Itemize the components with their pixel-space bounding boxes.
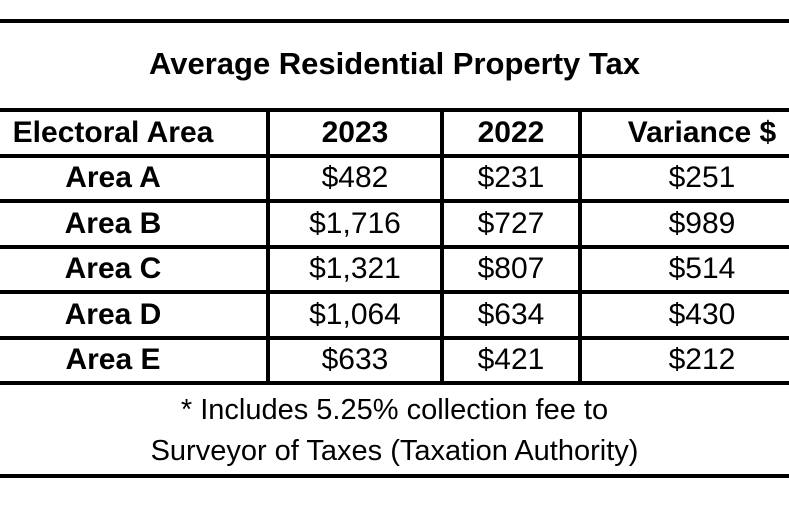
table-cell: $514 (578, 244, 789, 294)
footnote-line-2: Surveyor of Taxes (Taxation Authority) (150, 435, 639, 467)
table-cell: $421 (440, 335, 582, 385)
footnote-line-1: * Includes 5.25% collection fee to (180, 394, 609, 426)
bottom-rule (0, 474, 789, 478)
table-row-area-a: Area A $482 $231 $251 (0, 153, 789, 203)
footnote: * Includes 5.25% collection fee to Surve… (0, 390, 789, 472)
row-label: Area A (0, 153, 270, 203)
table-row-area-b: Area B $1,716 $727 $989 (0, 199, 789, 249)
table-cell: $1,321 (266, 244, 444, 294)
table-row-area-e: Area E $633 $421 $212 (0, 335, 789, 385)
column-header-2023: 2023 (266, 108, 444, 158)
table-cell: $231 (440, 153, 582, 203)
table-cell: $251 (578, 153, 789, 203)
figure-title: Average Residential Property Tax (148, 46, 641, 81)
row-label: Area D (0, 290, 270, 340)
table-row-area-c: Area C $1,321 $807 $514 (0, 244, 789, 294)
column-header-electoral-area: Electoral Area (0, 108, 270, 158)
column-header-2022: 2022 (440, 108, 582, 158)
table-cell: $989 (578, 199, 789, 249)
column-header-variance: Variance $ (578, 108, 789, 158)
table-cell: $807 (440, 244, 582, 294)
header-row: Electoral Area 2023 2022 Variance $ (0, 108, 789, 158)
data-table: Electoral Area 2023 2022 Variance $ Area… (0, 108, 789, 385)
row-label: Area C (0, 244, 270, 294)
table-cell: $727 (440, 199, 582, 249)
top-rule (0, 19, 789, 23)
table-cell: $1,064 (266, 290, 444, 340)
table-cell: $430 (578, 290, 789, 340)
table-row-area-d: Area D $1,064 $634 $430 (0, 290, 789, 340)
table-cell: $482 (266, 153, 444, 203)
table-cell: $1,716 (266, 199, 444, 249)
data-table-wrap: Electoral Area 2023 2022 Variance $ Area… (0, 108, 789, 385)
table-cell: $212 (578, 335, 789, 385)
table-cell: $633 (266, 335, 444, 385)
row-label: Area E (0, 335, 270, 385)
table-cell: $634 (440, 290, 582, 340)
row-label: Area B (0, 199, 270, 249)
